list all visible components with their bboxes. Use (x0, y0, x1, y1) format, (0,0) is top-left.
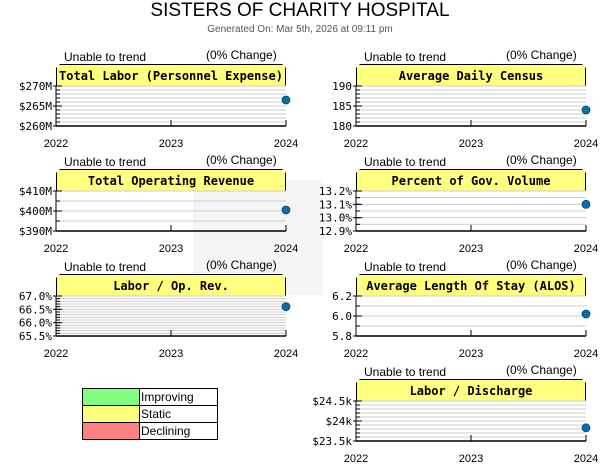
trend-status: Unable to trend (64, 260, 147, 274)
y-tick-label: 13.0% (319, 212, 352, 225)
legend-label: Static (139, 405, 218, 423)
y-tick-label: 6.0 (332, 310, 352, 323)
y-tick-label: $400M (19, 205, 52, 218)
x-tick-label: 2024 (274, 243, 298, 255)
chart-title: Labor / Op. Rev. (56, 274, 286, 296)
y-tick-label: 12.9% (319, 225, 352, 238)
trend-status: Unable to trend (364, 155, 447, 169)
legend-label: Declining (139, 422, 218, 440)
plot-area: $390M $400M $410M 2022 2023 2024 (19, 185, 298, 255)
percent-change: (0% Change) (506, 153, 577, 167)
x-tick-label: 2023 (159, 243, 183, 255)
x-tick-label: 2023 (159, 348, 183, 360)
x-tick-label: 2022 (44, 348, 68, 360)
chart-panel: Unable to trend (0% Change) Total Operat… (0, 153, 300, 260)
y-tick-label: $410M (19, 185, 52, 198)
x-tick-label: 2024 (574, 348, 598, 360)
y-tick-label: $265M (19, 100, 52, 113)
y-tick-label: $270M (19, 80, 52, 93)
y-tick-label: 13.1% (319, 198, 352, 211)
y-tick-label: 66.0% (19, 317, 52, 330)
chart-panel: Unable to trend (0% Change) Percent of G… (300, 153, 600, 260)
x-tick-label: 2024 (274, 348, 298, 360)
chart-title: Average Length Of Stay (ALOS) (356, 274, 586, 296)
percent-change: (0% Change) (506, 258, 577, 272)
y-tick-label: 185 (332, 100, 352, 113)
x-tick-label: 2023 (459, 138, 483, 150)
percent-change: (0% Change) (506, 363, 577, 377)
data-point (581, 105, 591, 115)
chart-title: Total Operating Revenue (56, 169, 286, 191)
y-tick-label: 65.5% (19, 330, 52, 343)
plot-area: $23.5k $24k $24.5k 2022 2023 2024 (312, 395, 598, 465)
plot-area: 65.5%66.0%66.5%67.0% 2022 2023 2024 (19, 290, 298, 360)
page-title: SISTERS OF CHARITY HOSPITAL (150, 0, 450, 21)
data-point (281, 302, 291, 312)
chart-panel: Unable to trend (0% Change) Labor / Disc… (300, 363, 600, 470)
y-tick-label: $24.5k (312, 395, 352, 408)
data-point (281, 205, 291, 215)
y-tick-label: $24k (326, 415, 353, 428)
x-tick-label: 2023 (159, 138, 183, 150)
y-tick-label: 6.2 (332, 290, 352, 303)
y-tick-label: $260M (19, 120, 52, 133)
legend: Improving Static Declining (82, 388, 218, 440)
x-tick-label: 2022 (344, 348, 368, 360)
x-tick-label: 2022 (344, 453, 368, 465)
x-tick-label: 2023 (459, 243, 483, 255)
x-tick-label: 2022 (344, 243, 368, 255)
trend-status: Unable to trend (64, 50, 147, 64)
y-tick-label: $390M (19, 225, 52, 238)
percent-change: (0% Change) (206, 153, 277, 167)
legend-swatch-static (82, 405, 140, 423)
legend-label: Improving (139, 388, 218, 406)
y-tick-label: $23.5k (312, 435, 352, 448)
x-tick-label: 2024 (574, 453, 598, 465)
x-tick-label: 2024 (574, 138, 598, 150)
y-tick-label: 13.2% (319, 185, 352, 198)
plot-area: 12.9%13.0%13.1%13.2% 2022 2023 2024 (319, 185, 598, 255)
chart-title: Labor / Discharge (356, 379, 586, 401)
data-point (581, 309, 591, 319)
x-tick-label: 2022 (44, 243, 68, 255)
data-point (581, 199, 591, 209)
plot-area: 180 185 190 2022 2023 2024 (332, 80, 598, 150)
x-tick-label: 2022 (44, 138, 68, 150)
y-tick-label: 5.8 (332, 330, 352, 343)
y-tick-label: 66.5% (19, 303, 52, 316)
x-tick-label: 2024 (274, 138, 298, 150)
legend-swatch-improving (82, 388, 140, 406)
y-tick-label: 190 (332, 80, 352, 93)
legend-item: Static (82, 405, 218, 423)
trend-status: Unable to trend (64, 155, 147, 169)
data-point (281, 95, 291, 105)
plot-area: 5.8 6.0 6.2 2022 2023 2024 (332, 290, 598, 360)
chart-panel: Unable to trend (0% Change) Average Leng… (300, 258, 600, 365)
trend-status: Unable to trend (364, 50, 447, 64)
percent-change: (0% Change) (206, 48, 277, 62)
chart-title: Percent of Gov. Volume (356, 169, 586, 191)
y-tick-label: 180 (332, 120, 352, 133)
chart-panel: Unable to trend (0% Change) Total Labor … (0, 48, 300, 155)
trend-status: Unable to trend (364, 260, 447, 274)
chart-panel: Unable to trend (0% Change) Average Dail… (300, 48, 600, 155)
x-tick-label: 2022 (344, 138, 368, 150)
legend-item: Declining (82, 422, 218, 440)
chart-title: Average Daily Census (356, 64, 586, 86)
legend-item: Improving (82, 388, 218, 406)
legend-swatch-declining (82, 422, 140, 440)
data-point (581, 423, 591, 433)
percent-change: (0% Change) (206, 258, 277, 272)
chart-title: Total Labor (Personnel Expense) (56, 64, 286, 86)
x-tick-label: 2024 (574, 243, 598, 255)
y-tick-label: 67.0% (19, 290, 52, 303)
x-tick-label: 2023 (459, 453, 483, 465)
trend-status: Unable to trend (364, 365, 447, 379)
x-tick-label: 2023 (459, 348, 483, 360)
percent-change: (0% Change) (506, 48, 577, 62)
generated-date: Generated On: Mar 5th, 2026 at 09:11 pm (207, 24, 393, 35)
plot-area: $260M $265M $270M 2022 2023 2024 (19, 80, 298, 150)
chart-panel: Unable to trend (0% Change) Labor / Op. … (0, 258, 300, 365)
